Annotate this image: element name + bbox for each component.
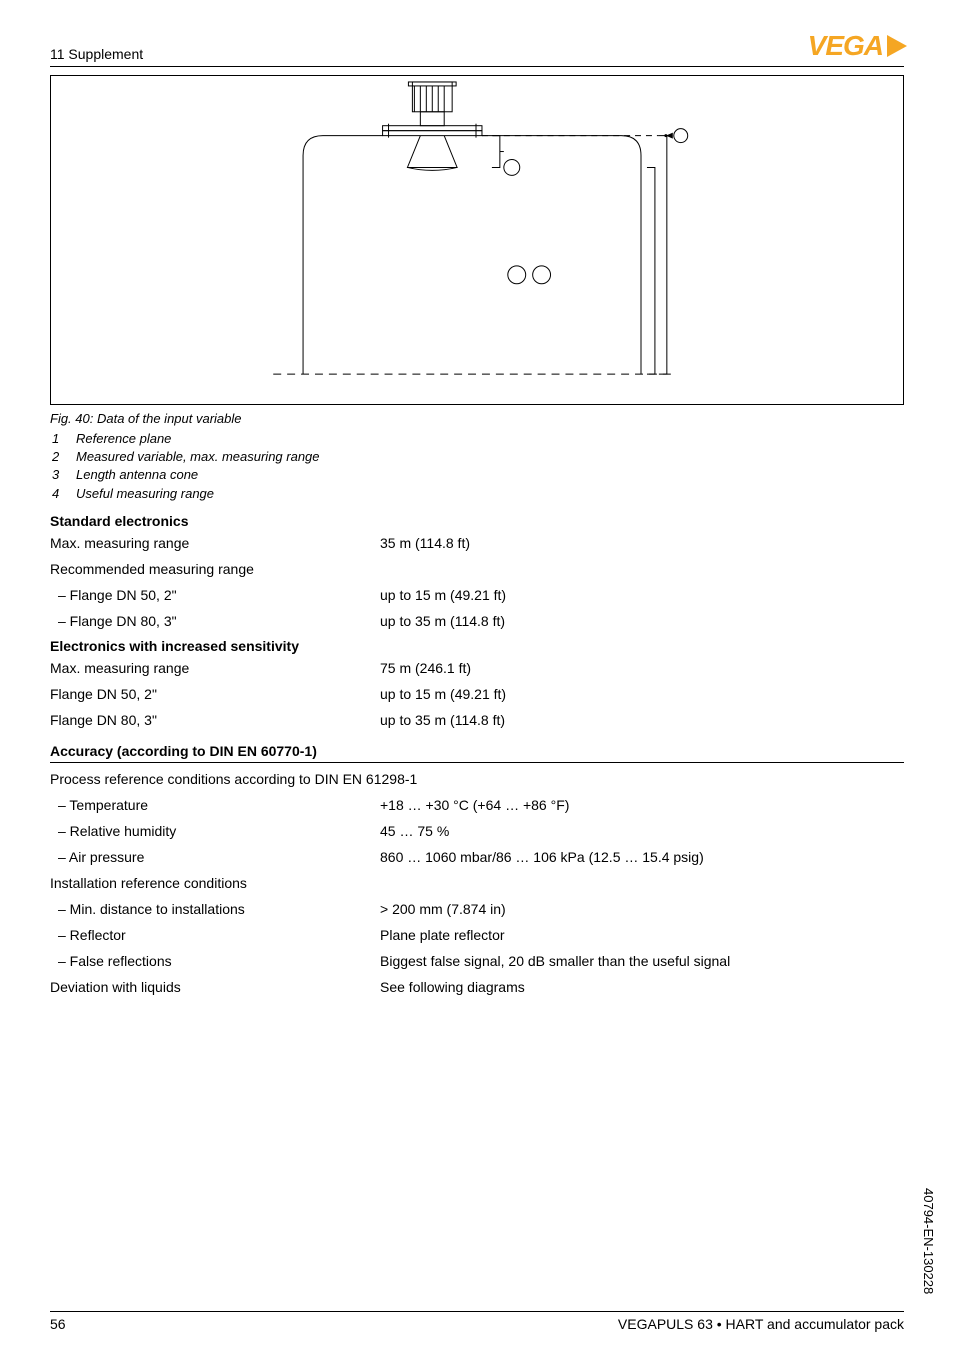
- spec-label: – Temperature: [50, 795, 380, 816]
- spec-row: Installation reference conditions: [50, 873, 904, 894]
- spec-row: – Temperature +18 … +30 °C (+64 … +86 °F…: [50, 795, 904, 816]
- spec-label: – Flange DN 50, 2": [50, 585, 380, 606]
- spec-row: – Flange DN 80, 3" up to 35 m (114.8 ft): [50, 611, 904, 632]
- increased-sensitivity-heading: Electronics with increased sensitivity: [50, 638, 904, 654]
- spec-value: See following diagrams: [380, 977, 904, 998]
- spec-value: 45 … 75 %: [380, 821, 904, 842]
- spec-label: – Min. distance to installations: [50, 899, 380, 920]
- footer-doc-title: VEGAPULS 63 • HART and accumulator pack: [618, 1316, 904, 1332]
- spec-label: Flange DN 80, 3": [50, 710, 380, 731]
- spec-label: Deviation with liquids: [50, 977, 380, 998]
- page-header: 11 Supplement VEGA: [50, 30, 904, 67]
- spec-label: – False reflections: [50, 951, 380, 972]
- standard-electronics-heading: Standard electronics: [50, 513, 904, 529]
- accuracy-heading: Accuracy (according to DIN EN 60770-1): [50, 743, 904, 763]
- spec-label: Process reference conditions according t…: [50, 769, 417, 790]
- page-footer: 56 VEGAPULS 63 • HART and accumulator pa…: [50, 1311, 904, 1332]
- spec-label: Max. measuring range: [50, 658, 380, 679]
- figure-caption: Fig. 40: Data of the input variable: [50, 411, 904, 426]
- spec-value: up to 15 m (49.21 ft): [380, 684, 904, 705]
- spec-value: Biggest false signal, 20 dB smaller than…: [380, 951, 904, 972]
- spec-value: up to 35 m (114.8 ft): [380, 710, 904, 731]
- spec-row: – Min. distance to installations > 200 m…: [50, 899, 904, 920]
- legend-row: 3Length antenna cone: [52, 466, 904, 484]
- figure-40-diagram: [50, 75, 904, 405]
- spec-value: up to 35 m (114.8 ft): [380, 611, 904, 632]
- spec-label: Recommended measuring range: [50, 559, 380, 580]
- spec-row: – Air pressure 860 … 1060 mbar/86 … 106 …: [50, 847, 904, 868]
- spec-label: Installation reference conditions: [50, 873, 380, 894]
- spec-value: Plane plate reflector: [380, 925, 904, 946]
- spec-label: Max. measuring range: [50, 533, 380, 554]
- legend-row: 4Useful measuring range: [52, 485, 904, 503]
- spec-value: 860 … 1060 mbar/86 … 106 kPa (12.5 … 15.…: [380, 847, 904, 868]
- spec-row: Flange DN 80, 3" up to 35 m (114.8 ft): [50, 710, 904, 731]
- figure-legend: 1Reference plane 2Measured variable, max…: [52, 430, 904, 503]
- spec-row: Max. measuring range 75 m (246.1 ft): [50, 658, 904, 679]
- sensor-tank-svg: [51, 76, 903, 404]
- spec-row: – Flange DN 50, 2" up to 15 m (49.21 ft): [50, 585, 904, 606]
- logo-text: VEGA: [808, 30, 883, 62]
- spec-row: Flange DN 50, 2" up to 15 m (49.21 ft): [50, 684, 904, 705]
- spec-row: Recommended measuring range: [50, 559, 904, 580]
- spec-row: Process reference conditions according t…: [50, 769, 904, 790]
- spec-label: – Reflector: [50, 925, 380, 946]
- spec-value: up to 15 m (49.21 ft): [380, 585, 904, 606]
- section-label: 11 Supplement: [50, 46, 143, 62]
- spec-row: – Reflector Plane plate reflector: [50, 925, 904, 946]
- spec-label: – Relative humidity: [50, 821, 380, 842]
- spec-row: Deviation with liquids See following dia…: [50, 977, 904, 998]
- spec-row: – Relative humidity 45 … 75 %: [50, 821, 904, 842]
- spec-label: Flange DN 50, 2": [50, 684, 380, 705]
- document-code: 40794-EN-130228: [921, 1188, 936, 1294]
- logo-triangle-icon: [887, 35, 907, 57]
- spec-row: – False reflections Biggest false signal…: [50, 951, 904, 972]
- spec-value: +18 … +30 °C (+64 … +86 °F): [380, 795, 904, 816]
- spec-value: > 200 mm (7.874 in): [380, 899, 904, 920]
- legend-row: 1Reference plane: [52, 430, 904, 448]
- page-number: 56: [50, 1316, 66, 1332]
- spec-label: – Air pressure: [50, 847, 380, 868]
- spec-value: 35 m (114.8 ft): [380, 533, 904, 554]
- spec-label: – Flange DN 80, 3": [50, 611, 380, 632]
- legend-row: 2Measured variable, max. measuring range: [52, 448, 904, 466]
- spec-value: 75 m (246.1 ft): [380, 658, 904, 679]
- vega-logo: VEGA: [808, 30, 904, 62]
- spec-row: Max. measuring range 35 m (114.8 ft): [50, 533, 904, 554]
